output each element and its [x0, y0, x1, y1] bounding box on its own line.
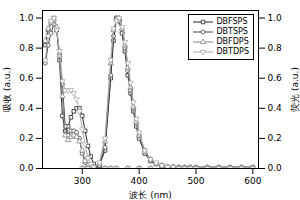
svg-text:0.4: 0.4 — [19, 103, 34, 113]
html-text:DBTSPS: DBTSPS — [216, 27, 248, 36]
svg-text:波长 (nm): 波长 (nm) — [129, 190, 171, 200]
svg-text:0.2: 0.2 — [19, 133, 33, 143]
svg-text:0.0: 0.0 — [19, 163, 34, 173]
html-text:DBFSPS: DBFSPS — [216, 17, 248, 26]
svg-text:0.8: 0.8 — [268, 43, 283, 53]
svg-text:0.6: 0.6 — [19, 73, 34, 83]
svg-text:1.0: 1.0 — [268, 13, 283, 23]
html-text:DBFDPS: DBFDPS — [216, 37, 249, 46]
svg-text:600: 600 — [244, 176, 261, 186]
svg-text:吸收 (a.u.): 吸收 (a.u.) — [2, 67, 12, 112]
svg-text:0.6: 0.6 — [268, 73, 283, 83]
svg-text:500: 500 — [187, 176, 204, 186]
svg-text:0.0: 0.0 — [268, 163, 283, 173]
svg-text:0.4: 0.4 — [268, 103, 283, 113]
svg-text:400: 400 — [131, 176, 148, 186]
svg-text:0.2: 0.2 — [268, 133, 282, 143]
svg-text:荧光 (a.u.): 荧光 (a.u.) — [290, 67, 300, 112]
svg-text:300: 300 — [74, 176, 91, 186]
svg-text:0.8: 0.8 — [19, 43, 34, 53]
svg-text:1.0: 1.0 — [19, 13, 34, 23]
html-text:DBTDPS: DBTDPS — [216, 47, 249, 56]
